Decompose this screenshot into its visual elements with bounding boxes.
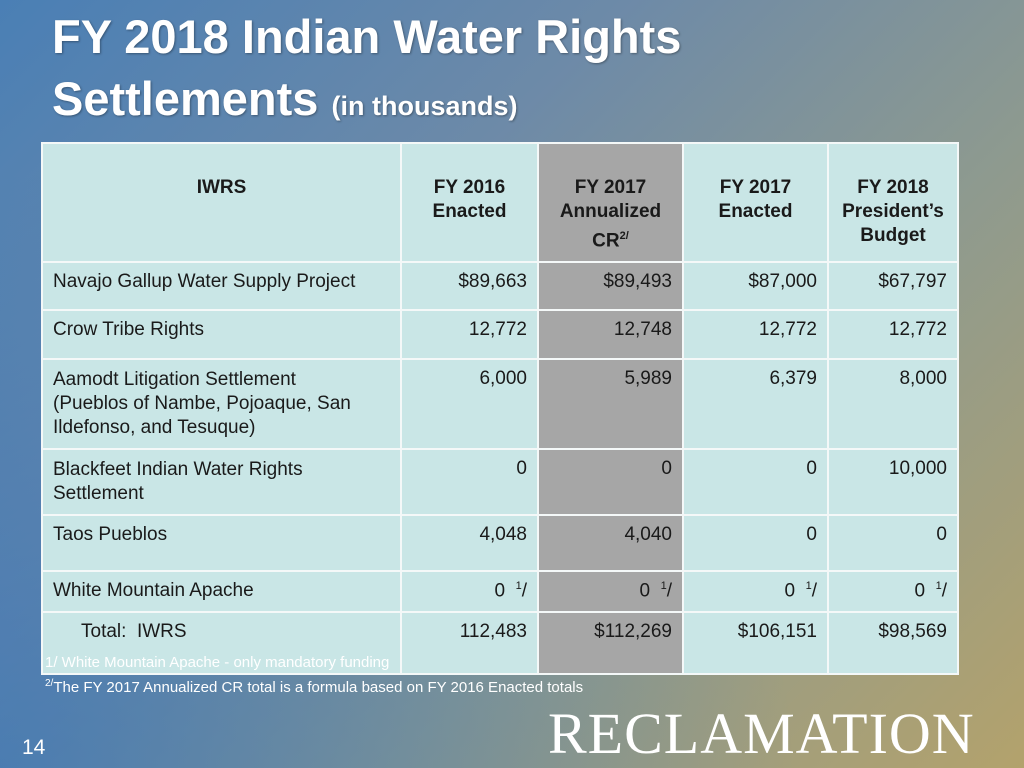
cell-fy2016: 0 1/ xyxy=(400,570,539,613)
table-row: Taos Pueblos 4,048 4,040 0 0 xyxy=(41,514,959,573)
table-total-row: Total: IWRS 112,483 $112,269 $106,151 $9… xyxy=(41,610,959,675)
cell-fy2016: 6,000 xyxy=(400,358,539,451)
header-fy2017-annualized-cr: FY 2017 Annualized CR2/ xyxy=(537,141,684,264)
footnote-2: 2/The FY 2017 Annualized CR total is a f… xyxy=(45,678,584,696)
cell-fy2018: 8,000 xyxy=(827,358,959,451)
row-label: White Mountain Apache xyxy=(41,570,402,613)
table-row: Aamodt Litigation Settlement (Pueblos of … xyxy=(41,358,959,451)
reclamation-logo: RECLAMATION xyxy=(548,701,975,766)
cell-fy2017-enacted: 0 xyxy=(682,514,829,573)
cell-fy2017-cr: 5,989 xyxy=(537,358,684,451)
table-row: Crow Tribe Rights 12,772 12,748 12,772 1… xyxy=(41,309,959,361)
row-label: Aamodt Litigation Settlement (Pueblos of … xyxy=(41,358,402,451)
page-number: 14 xyxy=(22,736,46,759)
cell-fy2018: 0 xyxy=(827,514,959,573)
cell-fy2018: $67,797 xyxy=(827,261,959,312)
title-line-2: Settlements (in thousands) xyxy=(52,68,681,137)
cell-fy2017-enacted: $106,151 xyxy=(682,610,829,675)
cell-fy2017-cr: 4,040 xyxy=(537,514,684,573)
cell-fy2017-enacted: 0 1/ xyxy=(682,570,829,613)
header-iwrs: IWRS xyxy=(41,141,402,264)
slide-title: FY 2018 Indian Water Rights Settlements … xyxy=(52,6,681,137)
row-label: Total: IWRS xyxy=(41,610,402,675)
row-label: Navajo Gallup Water Supply Project xyxy=(41,261,402,312)
footnote-1: 1/ White Mountain Apache - only mandator… xyxy=(45,654,390,671)
cell-fy2016: $89,663 xyxy=(400,261,539,312)
cell-fy2018: 10,000 xyxy=(827,448,959,517)
table-header-row: IWRS FY 2016 Enacted FY 2017 Annualized CR2… xyxy=(41,141,959,264)
cell-fy2017-enacted: $87,000 xyxy=(682,261,829,312)
row-label: Taos Pueblos xyxy=(41,514,402,573)
cell-fy2016: 4,048 xyxy=(400,514,539,573)
table-row: White Mountain Apache 0 1/ 0 1/ 0 1/ 0 1… xyxy=(41,570,959,613)
footnotes: 1/ White Mountain Apache - only mandator… xyxy=(45,652,583,698)
header-fy2018-budget: FY 2018 President’s Budget xyxy=(827,141,959,264)
cell-fy2018: 0 1/ xyxy=(827,570,959,613)
table-row: Blackfeet Indian Water Rights Settlement … xyxy=(41,448,959,517)
cell-fy2016: 112,483 xyxy=(400,610,539,675)
cell-fy2017-cr: 0 xyxy=(537,448,684,517)
cell-fy2017-enacted: 6,379 xyxy=(682,358,829,451)
cell-fy2016: 0 xyxy=(400,448,539,517)
header-fy2017-enacted: FY 2017 Enacted xyxy=(682,141,829,264)
title-subtitle: (in thousands) xyxy=(331,91,518,121)
cell-fy2017-enacted: 0 xyxy=(682,448,829,517)
title-line-1: FY 2018 Indian Water Rights xyxy=(52,10,682,63)
cell-fy2018: $98,569 xyxy=(827,610,959,675)
row-label: Crow Tribe Rights xyxy=(41,309,402,361)
table-row: Navajo Gallup Water Supply Project $89,6… xyxy=(41,261,959,312)
cell-fy2017-cr: 12,748 xyxy=(537,309,684,361)
cell-fy2016: 12,772 xyxy=(400,309,539,361)
cell-fy2017-cr: $89,493 xyxy=(537,261,684,312)
cell-fy2017-cr: 0 1/ xyxy=(537,570,684,613)
cell-fy2017-enacted: 12,772 xyxy=(682,309,829,361)
row-label: Blackfeet Indian Water Rights Settlement xyxy=(41,448,402,517)
cell-fy2017-cr: $112,269 xyxy=(537,610,684,675)
header-fy2016-enacted: FY 2016 Enacted xyxy=(400,141,539,264)
cell-fy2018: 12,772 xyxy=(827,309,959,361)
title-settlements: Settlements xyxy=(52,72,319,125)
settlements-table: IWRS FY 2016 Enacted FY 2017 Annualized CR2… xyxy=(41,141,959,675)
